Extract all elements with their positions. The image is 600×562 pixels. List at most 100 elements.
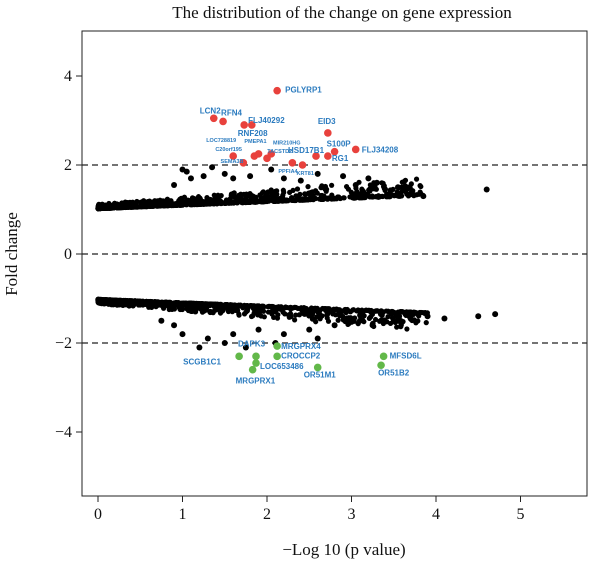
background-point <box>357 313 363 319</box>
background-point <box>263 198 269 205</box>
background-point <box>372 316 379 323</box>
background-point <box>219 200 226 206</box>
background-point <box>95 205 101 212</box>
background-points <box>95 164 499 351</box>
background-point <box>223 200 229 206</box>
background-point <box>314 335 321 342</box>
background-point <box>268 166 275 173</box>
background-point <box>249 194 256 200</box>
background-point <box>322 183 329 190</box>
background-point <box>335 195 342 201</box>
gene-point-tacstd2 <box>267 150 276 158</box>
background-point <box>368 309 374 315</box>
plot-frame <box>81 30 588 497</box>
background-point <box>319 192 325 199</box>
background-point <box>143 204 150 210</box>
background-point <box>341 195 347 201</box>
gene-point-or51m1 <box>313 363 322 372</box>
background-point <box>483 186 490 193</box>
background-point <box>271 198 277 204</box>
background-point <box>359 187 366 193</box>
y-tick-label: 0 <box>64 246 72 263</box>
background-point <box>373 179 380 186</box>
background-point <box>161 202 167 209</box>
background-point <box>387 187 393 193</box>
background-point <box>257 309 263 315</box>
background-point <box>260 189 266 195</box>
background-point <box>137 300 143 306</box>
background-point <box>382 186 388 192</box>
background-point <box>394 184 401 191</box>
background-point <box>348 315 354 321</box>
background-point <box>201 200 207 206</box>
background-point <box>410 309 416 315</box>
background-point <box>324 311 331 317</box>
background-point <box>344 307 351 313</box>
background-point <box>146 299 153 305</box>
background-point <box>349 319 355 325</box>
background-point <box>175 300 182 306</box>
background-point <box>183 199 189 205</box>
gene-label: MRGPRX4 <box>281 342 321 351</box>
gene-point-mrgprx1 <box>248 365 257 374</box>
background-point <box>305 184 311 190</box>
background-point <box>192 305 198 311</box>
background-point <box>391 309 397 316</box>
background-point <box>114 205 120 211</box>
background-point <box>204 335 211 342</box>
background-point <box>189 301 195 307</box>
background-point <box>424 313 431 320</box>
gene-point-croccp2 <box>273 352 281 361</box>
gene-label: PMEPA1 <box>244 139 266 145</box>
background-point <box>243 191 250 197</box>
background-point <box>385 314 391 320</box>
background-point <box>416 313 422 319</box>
background-point <box>441 315 448 322</box>
x-axis-label: −Log 10 (p value) <box>282 540 405 559</box>
background-point <box>260 304 266 311</box>
background-point <box>255 326 262 333</box>
background-point <box>354 194 360 200</box>
y-tick-label: −2 <box>55 335 72 352</box>
background-point <box>241 311 248 317</box>
background-point <box>294 186 301 192</box>
background-point <box>268 188 274 194</box>
background-point <box>367 314 374 320</box>
gene-label: RNF208 <box>238 129 268 138</box>
background-point <box>97 297 103 303</box>
gene-label: S100P <box>327 140 352 149</box>
background-point <box>390 317 397 324</box>
background-point <box>102 202 108 209</box>
background-point <box>396 313 403 319</box>
background-point <box>403 189 409 195</box>
background-point <box>306 313 312 319</box>
background-point <box>331 322 338 329</box>
background-point <box>407 315 414 322</box>
gene-point-krt81 <box>298 161 307 169</box>
background-point <box>377 311 384 317</box>
background-point <box>180 302 186 308</box>
background-point <box>268 303 275 310</box>
background-point <box>256 303 262 309</box>
background-point <box>146 198 153 204</box>
background-point <box>362 193 368 199</box>
gene-label: SCGB1C1 <box>183 357 221 366</box>
background-point <box>423 320 429 326</box>
background-point <box>167 305 173 311</box>
background-point <box>118 298 125 304</box>
background-point <box>329 182 335 188</box>
background-point <box>287 311 294 317</box>
background-point <box>290 187 296 193</box>
background-point <box>219 308 225 314</box>
gene-point-rfn4 <box>219 117 227 126</box>
background-point <box>228 191 235 197</box>
gene-label: CROCCP2 <box>281 351 321 360</box>
gene-label: LOC728819 <box>206 138 236 144</box>
x-tick-label: 3 <box>348 506 356 523</box>
gene-point-ppfia4 <box>288 158 297 167</box>
background-point <box>215 192 221 198</box>
background-point <box>475 313 482 320</box>
background-point <box>280 175 287 182</box>
background-point <box>312 306 318 312</box>
